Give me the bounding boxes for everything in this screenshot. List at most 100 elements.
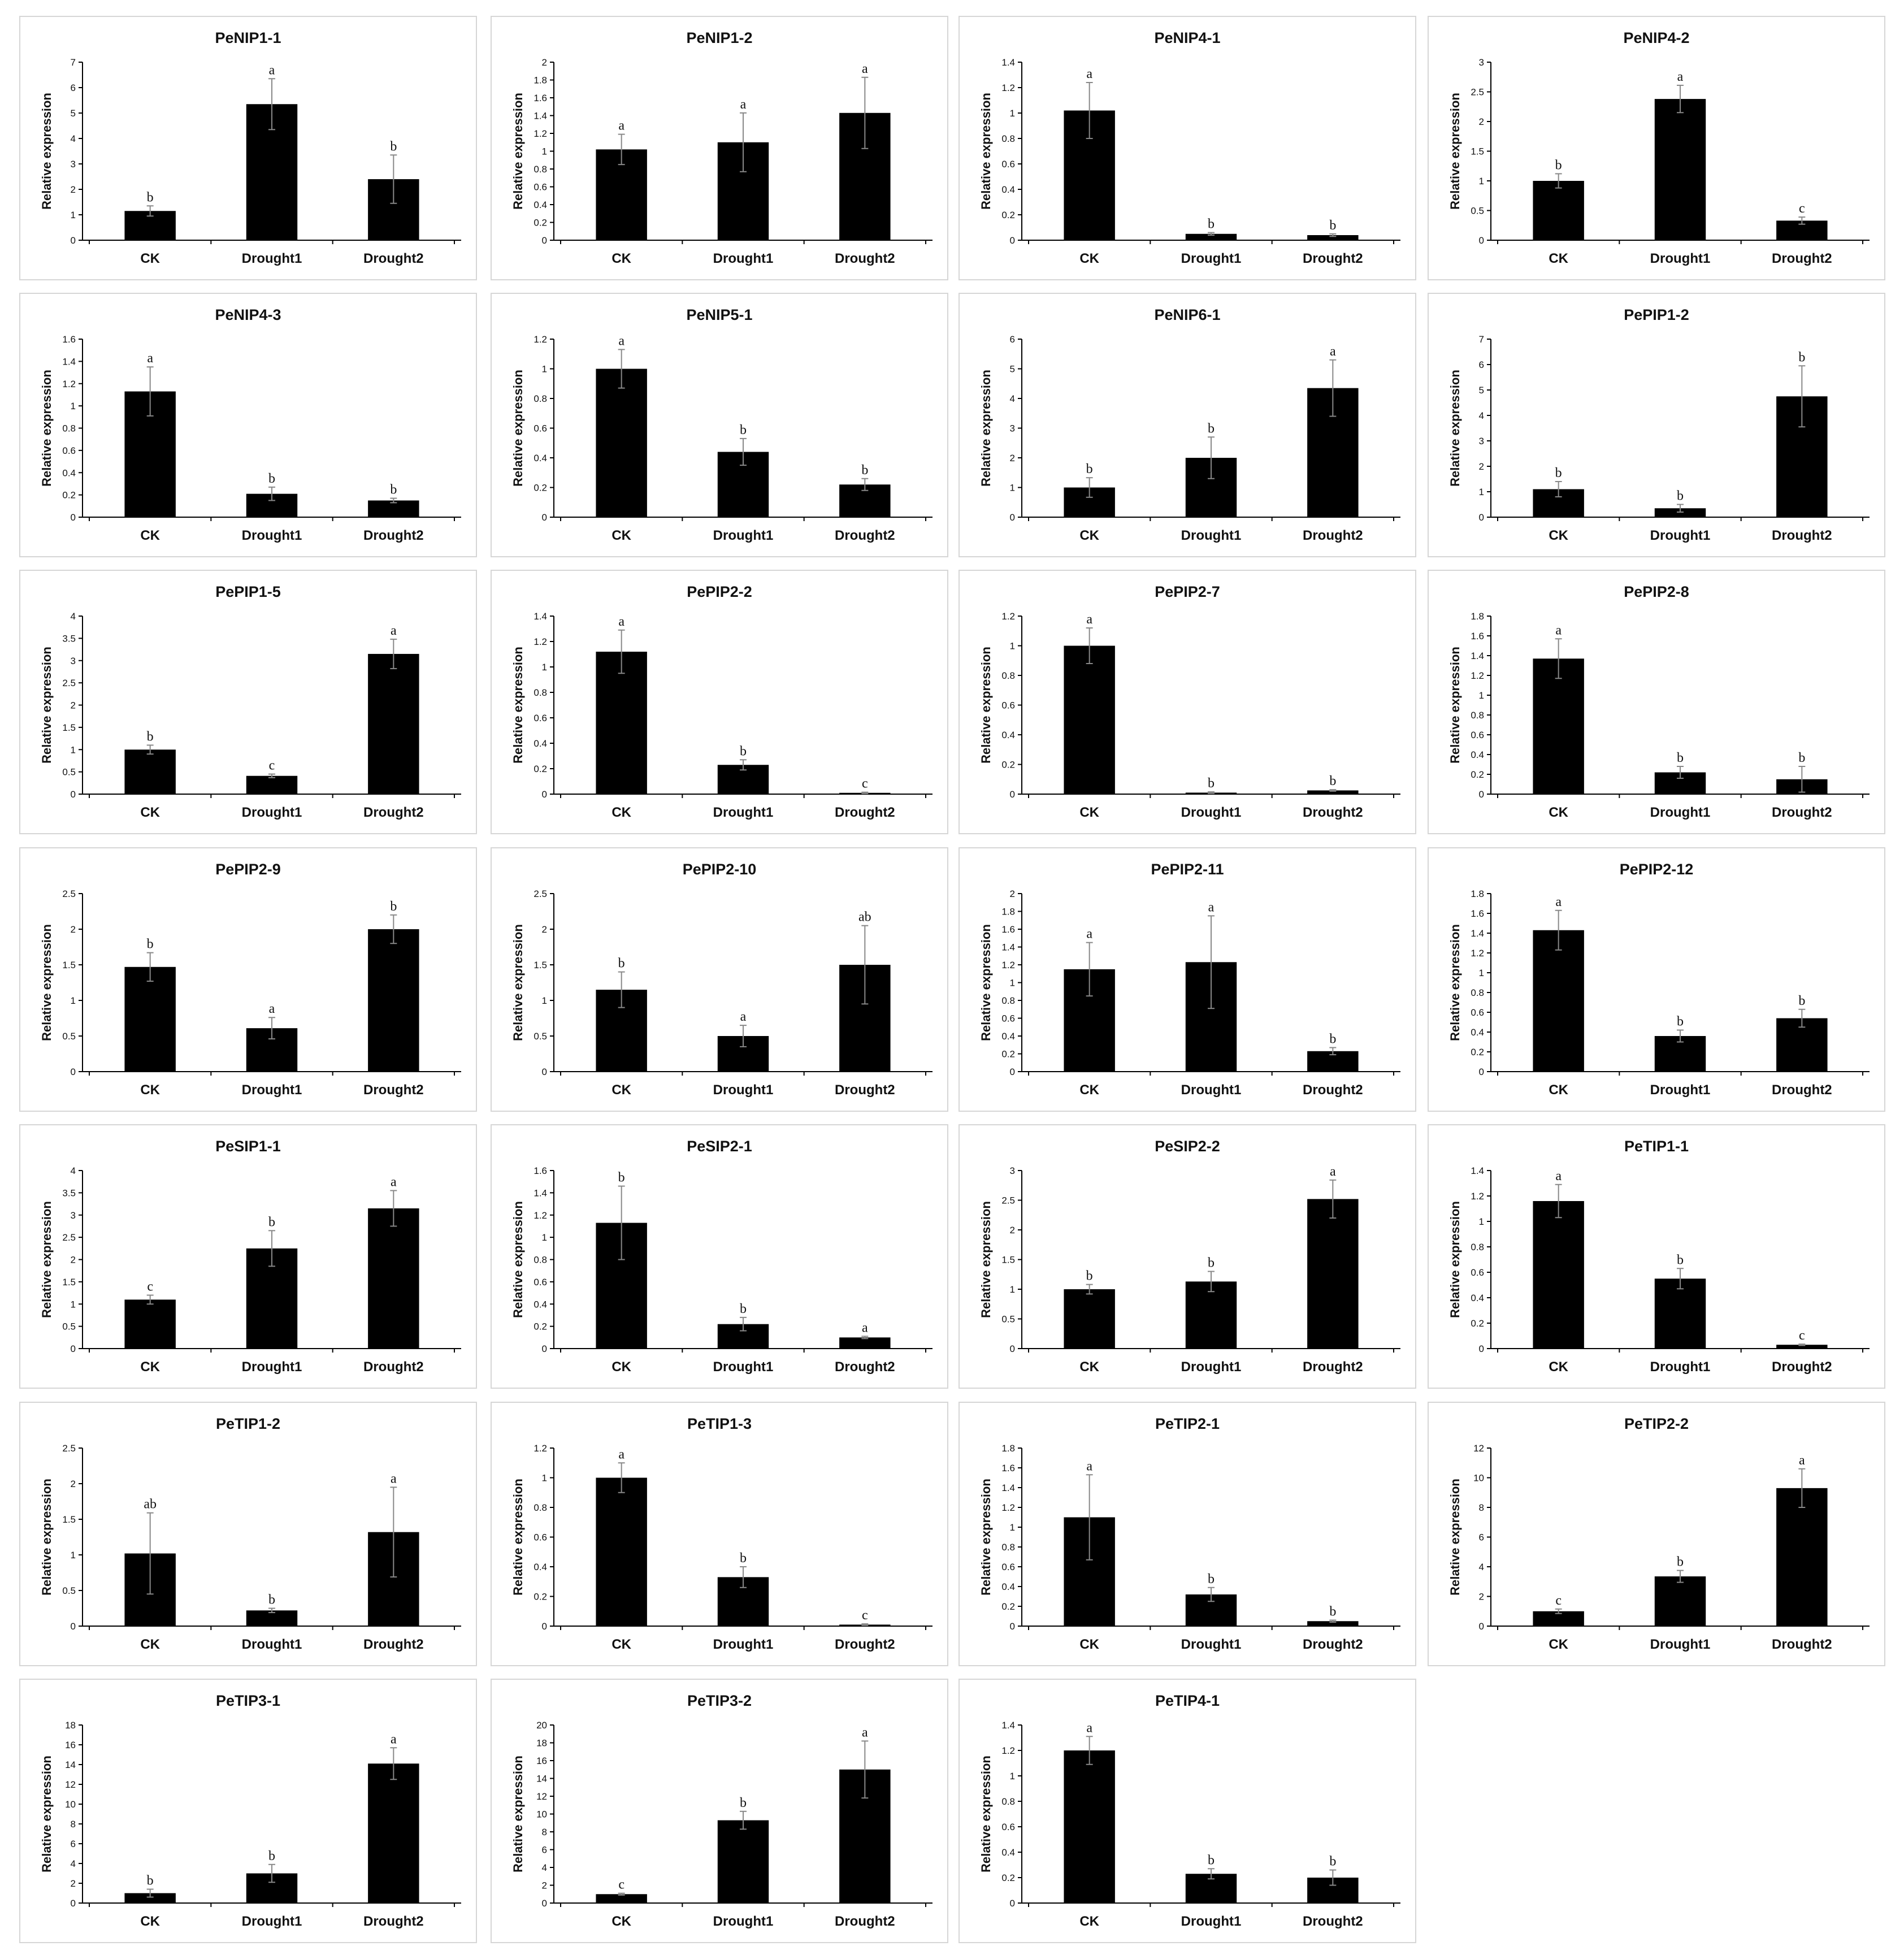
y-tick-label: 2 [71,1255,76,1265]
significance-letter: a [1086,927,1092,942]
y-tick-label: 0.5 [62,767,76,778]
significance-letter: a [147,351,153,366]
y-tick-label: 0.2 [1001,1049,1015,1060]
y-tick-label: 1 [71,210,76,220]
y-tick-label: 10 [536,1809,547,1820]
significance-letter: b [740,423,747,437]
category-label: Drought2 [1772,805,1832,820]
chart-svg: PePIP1-5 Relative expression 0 0.5 1 1.5 2 2.5 3… [40,583,461,820]
category-label: Drought2 [363,1914,424,1929]
y-tick-label: 2 [1010,1225,1015,1236]
category-label: Drought2 [1772,1082,1832,1098]
significance-letter: b [1677,1252,1684,1267]
y-tick-label: 6 [71,83,76,93]
chart-svg: PeNIP1-2 Relative expression 0 0.2 0.4 0.6 0.8… [511,29,933,266]
chart-title: PeNIP1-1 [215,29,281,46]
chart-title: PeNIP6-1 [1154,306,1220,323]
significance-letter: a [1555,895,1562,909]
category-label: Drought2 [835,1082,895,1098]
chart-svg: PeNIP5-1 Relative expression 0 0.2 0.4 0.6 0.8… [511,306,933,543]
y-axis-label: Relative expression [979,1201,993,1318]
y-tick-label: 2.5 [62,678,76,688]
y-tick-label: 1.2 [1001,1745,1015,1756]
chart-svg: PePIP2-2 Relative expression 0 0.2 0.4 0.6 0.8… [511,583,933,820]
y-tick-label: 2 [1010,889,1015,899]
significance-letter: a [862,62,868,76]
chart-title: PeTIP3-1 [216,1692,280,1709]
y-tick-label: 1 [71,1550,76,1561]
y-tick-label: 1.2 [534,636,547,647]
chart-svg: PePIP2-7 Relative expression 0 0.2 0.4 0.6 0.8… [979,583,1400,820]
category-label: Drought2 [835,528,895,543]
y-tick-label: 1 [1479,176,1484,187]
y-tick-label: 1.4 [1471,928,1484,939]
y-tick-label: 2.5 [62,889,76,899]
significance-letter: b [147,190,154,205]
y-tick-label: 0.5 [62,1031,76,1042]
significance-letter: ab [144,1497,157,1512]
significance-letter: a [391,1732,397,1746]
category-label: Drought1 [1181,1914,1242,1929]
y-tick-label: 2.5 [1471,87,1484,98]
chart-svg: PeSIP2-1 Relative expression 0 0.2 0.4 0.6 0.8… [511,1138,933,1375]
chart-title: PePIP2-9 [215,861,281,878]
significance-letter: b [390,899,397,914]
y-tick-label: 0.6 [534,182,547,193]
y-tick-label: 1 [1010,1284,1015,1295]
category-label: Drought1 [1650,251,1711,266]
significance-letter: b [1208,421,1215,436]
y-tick-label: 0.8 [1001,995,1015,1006]
significance-letter: c [618,1878,624,1892]
y-axis-label: Relative expression [40,93,54,210]
y-tick-label: 4 [71,133,76,144]
y-tick-label: 1 [71,995,76,1006]
significance-letter: b [268,1215,275,1229]
category-label: Drought2 [1772,251,1832,266]
significance-letter: b [147,1874,154,1888]
chart-panel: PeNIP5-1 Relative expression 0 0.2 0.4 0.6 0.8… [491,293,948,557]
bar [1064,1750,1115,1903]
category-label: CK [1079,528,1099,543]
y-tick-label: 1.2 [1471,1191,1484,1202]
significance-letter: c [862,1608,868,1623]
significance-letter: c [147,1280,153,1294]
y-tick-label: 0.4 [534,1299,547,1310]
significance-letter: b [1555,466,1562,480]
y-tick-label: 0 [1010,1343,1015,1354]
y-tick-label: 0.8 [534,164,547,175]
chart-title: PeNIP4-2 [1623,29,1689,46]
y-axis-label: Relative expression [1448,924,1462,1041]
chart-title: PeTIP1-1 [1624,1138,1689,1155]
y-tick-label: 1.4 [62,356,76,367]
significance-letter: b [618,956,625,971]
y-tick-label: 0.8 [1471,1242,1484,1252]
chart-title: PeSIP2-2 [1155,1138,1220,1155]
y-tick-label: 1.4 [1471,1165,1484,1176]
bar [1064,645,1115,794]
y-tick-label: 0 [71,1621,76,1632]
category-label: CK [1549,528,1568,543]
y-tick-label: 1.8 [1001,1443,1015,1454]
chart-title: PePIP1-5 [215,583,281,600]
y-tick-label: 0.6 [1001,700,1015,711]
category-label: Drought2 [1772,1359,1832,1375]
bar [1533,1201,1584,1349]
y-axis-label: Relative expression [1448,93,1462,210]
y-tick-label: 0 [542,1898,547,1909]
bar [1776,1345,1828,1349]
bar [1654,1278,1706,1349]
y-tick-label: 0.5 [62,1321,76,1332]
chart-svg: PeNIP4-1 Relative expression 0 0.2 0.4 0.6 0.8… [979,29,1400,266]
chart-panel: PeSIP2-2 Relative expression 0 0.5 1 1.5 2 2.5 3… [958,1124,1416,1389]
category-label: CK [1549,1359,1568,1375]
category-label: CK [140,1082,160,1098]
y-tick-label: 0.4 [534,453,547,463]
significance-letter: b [1329,774,1336,788]
y-tick-label: 0 [1010,1621,1015,1632]
bar [596,1894,647,1903]
category-label: CK [1549,805,1568,820]
significance-letter: a [269,1002,275,1016]
significance-letter: a [1555,1169,1562,1184]
y-tick-label: 2 [542,924,547,935]
y-tick-label: 12 [1473,1443,1484,1454]
